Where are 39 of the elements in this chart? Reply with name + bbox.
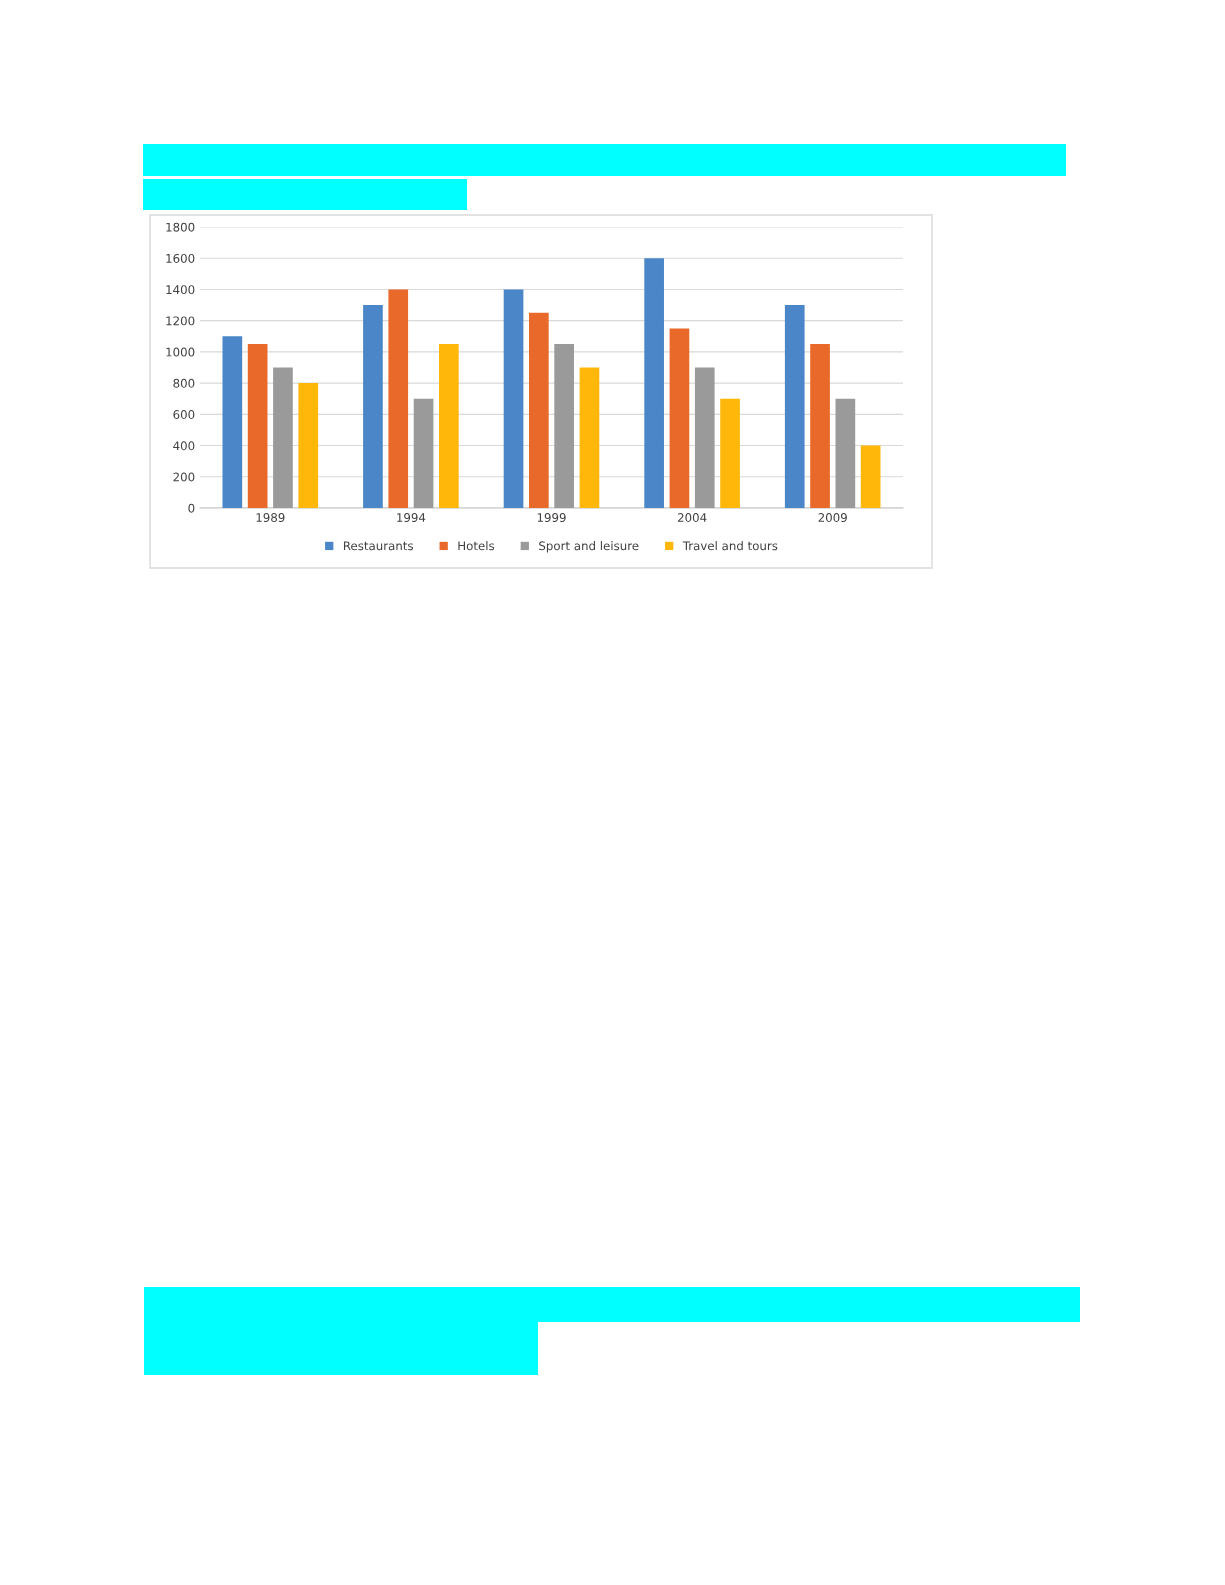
- bar: [363, 305, 383, 508]
- y-tick-label: 1600: [166, 253, 195, 263]
- x-tick-label: 2004: [677, 513, 707, 522]
- y-tick-label: 1800: [166, 222, 195, 232]
- bar: [835, 398, 856, 508]
- y-tick-label: 1400: [166, 285, 195, 295]
- bar: [503, 289, 524, 508]
- bar: [784, 305, 805, 508]
- y-tick-label: 1000: [166, 347, 195, 357]
- y-tick-label: 200: [173, 472, 195, 482]
- bar: [439, 344, 459, 508]
- bar: [669, 328, 690, 508]
- x-tick-label: 1989: [256, 513, 285, 522]
- y-tick-label: 1200: [166, 316, 195, 326]
- bar: [810, 344, 830, 508]
- legend-label: Sport and leisure: [539, 541, 639, 553]
- bar: [273, 367, 293, 508]
- bar: [388, 289, 409, 508]
- bar: [860, 445, 881, 508]
- bar: [694, 367, 715, 508]
- bar: [222, 336, 243, 508]
- x-tick-label: 1999: [537, 513, 566, 522]
- legend-label: Travel and tours: [682, 541, 778, 551]
- bar: [554, 344, 574, 508]
- legend-label: Hotels: [458, 541, 495, 551]
- x-tick-label: 2009: [818, 513, 847, 522]
- y-tick-label: 800: [173, 378, 195, 388]
- bar: [579, 367, 600, 508]
- y-tick-label: 600: [173, 410, 195, 419]
- bar: [247, 344, 268, 508]
- bar: [720, 398, 740, 508]
- bar: [298, 383, 319, 508]
- x-tick-label: 1994: [397, 513, 426, 522]
- bar: [529, 312, 549, 508]
- bar: [644, 258, 664, 508]
- bar: [413, 398, 434, 508]
- y-tick-label: 0: [188, 503, 195, 513]
- y-tick-label: 400: [173, 441, 195, 451]
- legend-label: Restaurants: [343, 541, 414, 551]
